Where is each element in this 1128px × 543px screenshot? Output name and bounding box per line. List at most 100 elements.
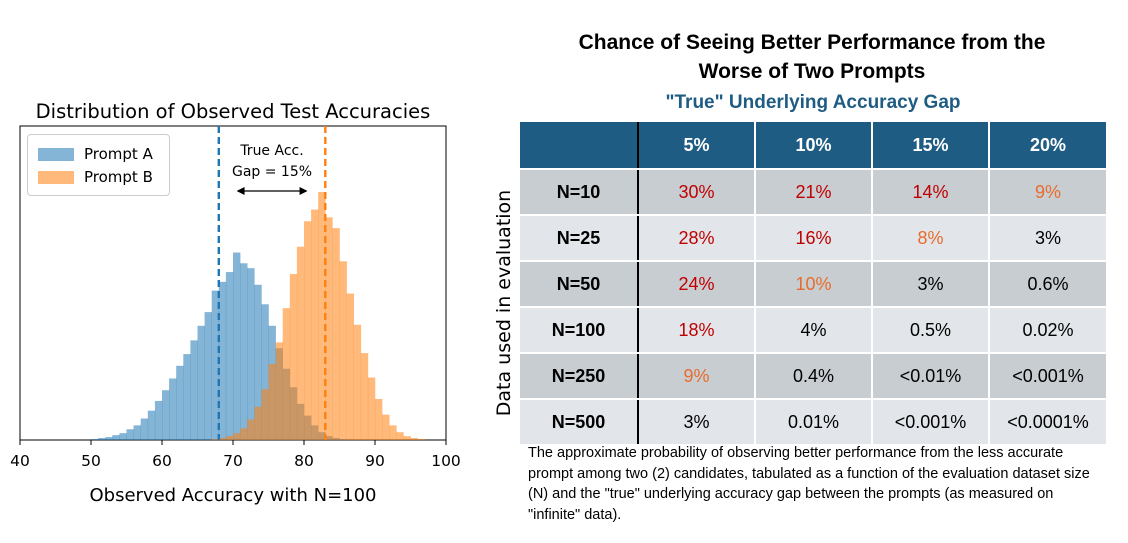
table-panel: Chance of Seeing Better Performance from… — [482, 0, 1128, 543]
x-tick-label: 40 — [10, 452, 30, 470]
table-cell: 28% — [638, 215, 756, 262]
x-tick-label: 100 — [431, 452, 461, 470]
histogram-bar-a — [240, 263, 248, 440]
table-cell: 0.4% — [755, 353, 873, 400]
histogram-bar-a — [140, 418, 149, 440]
histogram-bar-b — [261, 389, 269, 440]
row-header: N=50 — [520, 261, 639, 308]
table-cell: 14% — [872, 169, 990, 216]
table-cell: 30% — [638, 169, 756, 216]
histogram-bar-a — [154, 400, 163, 440]
histogram-bar-a — [126, 429, 134, 440]
table-cell: 0.6% — [989, 261, 1108, 308]
histogram-bar-b — [289, 274, 298, 440]
histogram-bar-a — [261, 304, 269, 440]
histogram-bar-b — [410, 438, 418, 440]
table-cell: 18% — [638, 307, 756, 354]
histogram-bar-b — [268, 363, 276, 440]
row-header: N=100 — [520, 307, 639, 354]
table-caption: The approximate probability of observing… — [528, 445, 1090, 523]
row-group-label: Data used in evaluation — [493, 189, 515, 417]
histogram-plot: 40 50 60 70 80 90 100 — [10, 125, 461, 470]
histogram-bar-b — [360, 353, 369, 440]
legend-swatch-a — [38, 147, 74, 161]
histogram-bar-a — [176, 365, 184, 440]
table-cell: 0.01% — [755, 399, 873, 446]
column-header: 15% — [872, 122, 990, 170]
histogram-bar-a — [254, 284, 262, 440]
histogram-bar-a — [119, 433, 127, 440]
column-header: 10% — [755, 122, 873, 170]
x-tick-label: 90 — [365, 452, 385, 470]
histogram-bar-a — [91, 439, 99, 440]
histogram-bar-b — [304, 221, 312, 440]
histogram-bar-a — [98, 438, 106, 440]
column-header: 5% — [638, 122, 756, 170]
histogram-bar-b — [396, 432, 404, 440]
histogram-bar-b — [353, 324, 362, 440]
table-title-line1: Chance of Seeing Better Performance from… — [578, 31, 1046, 54]
probability-table: 5% 10% 15% 20% N=10 30% 21% 14% 9% N=25 28% 16%… — [520, 122, 1108, 446]
histogram-bar-b — [346, 293, 354, 440]
column-group-label: "True" Underlying Accuracy Gap — [665, 92, 961, 113]
histogram-bar-a — [112, 435, 120, 440]
table-cell: 3% — [989, 215, 1108, 262]
histogram-bar-a — [183, 354, 191, 440]
gap-arrow-head-left — [236, 187, 245, 195]
table-cell: <0.001% — [872, 399, 990, 446]
gap-annotation-line1: True Acc. — [240, 143, 304, 159]
histogram-bar-a — [247, 268, 255, 440]
table-cell: 24% — [638, 261, 756, 308]
histogram-panel: Distribution of Observed Test Accuracies… — [0, 0, 480, 543]
row-header: N=25 — [520, 215, 639, 262]
table-cell: 3% — [638, 399, 756, 446]
table-corner-cell — [520, 122, 639, 170]
table-row: N=25 28% 16% 8% 3% — [520, 215, 1108, 262]
histogram-bar-a — [169, 378, 177, 440]
gap-arrow-head-right — [299, 187, 308, 195]
histogram-bar-b — [240, 428, 248, 440]
legend-swatch-b — [38, 170, 74, 184]
histogram-bar-b — [211, 439, 220, 440]
histogram-bar-a — [233, 252, 241, 440]
table-cell: 4% — [755, 307, 873, 354]
histogram-bar-b — [389, 425, 397, 440]
x-tick-label: 50 — [81, 452, 101, 470]
table-cell: 21% — [755, 169, 873, 216]
x-tick-label: 70 — [223, 452, 243, 470]
histogram-bar-a — [105, 437, 113, 440]
histogram-bar-b — [367, 377, 376, 440]
legend-item-a: Prompt A — [38, 143, 153, 165]
histogram-bar-a — [190, 340, 198, 440]
histogram-bar-b — [311, 209, 319, 440]
legend: Prompt A Prompt B — [27, 134, 170, 196]
histogram-x-axis-label: Observed Accuracy with N=100 — [89, 485, 377, 506]
table-row: N=100 18% 4% 0.5% 0.02% — [520, 307, 1108, 354]
gap-annotation: True Acc. Gap = 15% — [222, 141, 322, 183]
table-cell: <0.0001% — [989, 399, 1108, 446]
histogram-bar-a — [225, 272, 234, 440]
table-cell: 9% — [989, 169, 1108, 216]
histogram-bar-a — [218, 281, 227, 440]
histogram-bar-b — [247, 419, 255, 440]
table-title-line2: Worse of Two Prompts — [698, 60, 926, 83]
x-tick-label: 60 — [152, 452, 172, 470]
histogram-bar-b — [382, 414, 390, 440]
table-cell: 9% — [638, 353, 756, 400]
table-row: N=500 3% 0.01% <0.001% <0.0001% — [520, 399, 1108, 446]
histogram-bar-b — [325, 217, 333, 440]
histogram-bar-b — [296, 246, 305, 440]
legend-label-b: Prompt B — [84, 168, 153, 186]
legend-label-a: Prompt A — [84, 145, 153, 163]
histogram-bar-b — [375, 398, 383, 440]
histogram-bar-b — [417, 439, 425, 440]
legend-item-b: Prompt B — [38, 166, 153, 188]
table-cell: 0.5% — [872, 307, 990, 354]
histogram-bar-b — [225, 436, 234, 440]
histogram-bar-b — [275, 342, 283, 440]
table-row: N=50 24% 10% 3% 0.6% — [520, 261, 1108, 308]
table-header-row: 5% 10% 15% 20% — [520, 122, 1108, 170]
table-row: N=250 9% 0.4% <0.01% <0.001% — [520, 353, 1108, 400]
table-cell: 16% — [755, 215, 873, 262]
row-header: N=500 — [520, 399, 639, 446]
